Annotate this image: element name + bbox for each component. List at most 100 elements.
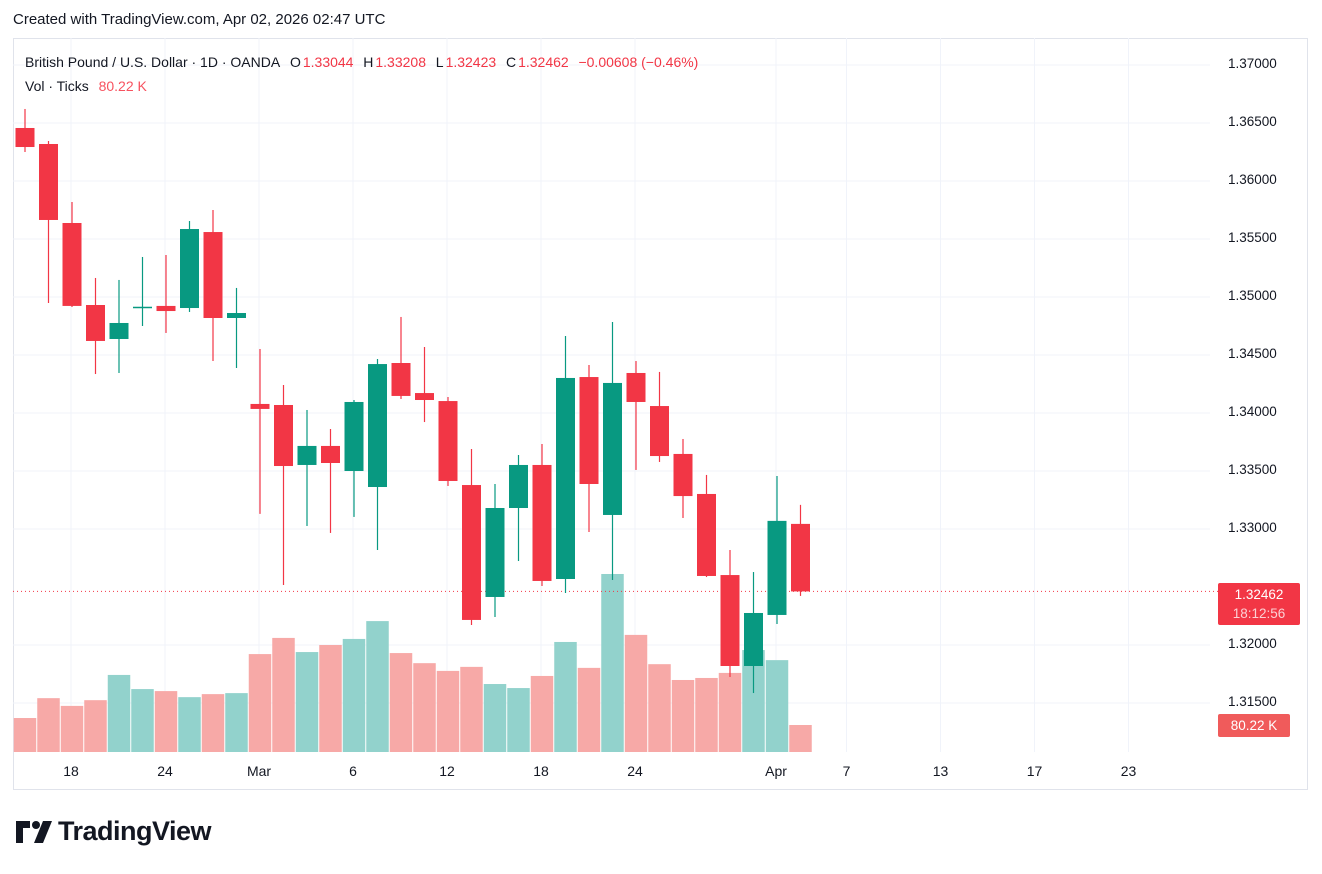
candle[interactable] [15,108,35,152]
volume-bar [436,670,460,752]
tradingview-logo[interactable]: TradingView [16,816,212,847]
candle[interactable] [321,429,340,533]
legend-high: 1.33208 [375,54,426,70]
candle[interactable] [274,385,293,586]
candle[interactable] [344,400,364,517]
time-tick-label: 17 [1026,763,1043,779]
legend-close: 1.32462 [518,54,569,70]
candle-body [368,364,387,488]
price-tick-label: 1.32000 [1228,636,1277,651]
candle[interactable] [509,454,528,562]
candle[interactable] [791,504,810,596]
candle-body [650,406,669,457]
candle-body [133,306,152,309]
candle-body [180,229,199,309]
candle[interactable] [62,201,82,307]
volume-bar [413,663,436,752]
volume-bar [37,698,60,752]
volume-bar [742,650,765,752]
time-tick-label: 6 [349,763,357,779]
candle[interactable] [86,277,105,375]
candle[interactable] [626,361,646,470]
volume-bar [554,641,577,752]
candle-body [344,401,364,471]
candle[interactable] [485,483,505,618]
candle-body [626,372,646,402]
volume-bar [295,652,319,752]
candle-body [462,485,481,620]
candle-body [697,493,716,576]
volume-bar [671,679,695,752]
candle-body [720,575,740,666]
candle-body [86,305,105,341]
candle[interactable] [744,572,763,694]
candle[interactable] [532,443,552,586]
legend-open: 1.33044 [302,54,354,70]
legend-vol-label[interactable]: Vol · Ticks [25,78,89,94]
legend-h-label: H [363,54,374,70]
candle[interactable] [579,364,599,533]
price-tick-label: 1.37000 [1228,56,1277,71]
candle[interactable] [673,438,693,518]
candle[interactable] [368,358,387,550]
legend-symbol[interactable]: British Pound / U.S. Dollar · 1D · OANDA [25,54,281,70]
legend-ohlc-row: British Pound / U.S. Dollar · 1D · OANDA… [25,50,700,74]
candle-body [62,222,82,306]
candle-body [203,232,223,318]
candles [15,108,810,694]
candle[interactable] [603,321,622,581]
candle[interactable] [438,396,458,486]
price-tick-label: 1.31500 [1228,694,1277,709]
volume-bar [507,688,530,752]
candle-body [485,508,505,597]
time-tick-label: 24 [157,763,173,779]
volume-bars [13,573,812,752]
candle[interactable] [720,549,740,678]
candle[interactable] [250,348,270,514]
time-tick-label: Apr [765,763,787,779]
chart-frame [13,38,1308,790]
volume-bar [530,675,554,752]
time-tick-label: 18 [63,763,79,779]
candle-body [744,612,763,666]
volume-bar [577,667,601,752]
candle[interactable] [180,221,199,312]
candle[interactable] [462,448,481,626]
volume-bar [601,573,624,752]
candle[interactable] [156,255,176,333]
candle-body [156,305,176,312]
time-tick-label: 7 [842,763,851,779]
candle[interactable] [133,256,152,326]
volume-bar [718,672,742,752]
candle-body [109,322,129,339]
candle[interactable] [556,335,575,594]
candle-body [274,404,293,467]
last-price-label: 1.32462 18:12:56 [1218,583,1300,625]
candle[interactable] [297,409,317,526]
legend: British Pound / U.S. Dollar · 1D · OANDA… [25,50,700,98]
candle[interactable] [203,210,223,362]
price-tick-label: 1.34500 [1228,346,1277,361]
candle-body [579,377,599,484]
candle[interactable] [650,371,669,462]
candle-body [39,143,58,220]
candle[interactable] [767,475,787,625]
candle-body [673,453,693,497]
candle[interactable] [39,140,58,304]
last-volume-label: 80.22 K [1218,714,1290,737]
time-tick-label: 18 [533,763,549,779]
time-tick-label: 12 [439,763,455,779]
candle[interactable] [415,346,434,423]
legend-l-label: L [435,54,444,70]
price-tick-label: 1.33000 [1228,520,1277,535]
candle[interactable] [391,316,411,399]
price-tick-label: 1.33500 [1228,462,1277,477]
volume-bar [648,664,671,752]
price-tick-label: 1.35000 [1228,288,1277,303]
candle-body [603,382,622,515]
candle[interactable] [109,279,129,373]
candle[interactable] [697,474,716,578]
time-tick-label: 13 [932,763,949,779]
candle[interactable] [227,287,246,368]
